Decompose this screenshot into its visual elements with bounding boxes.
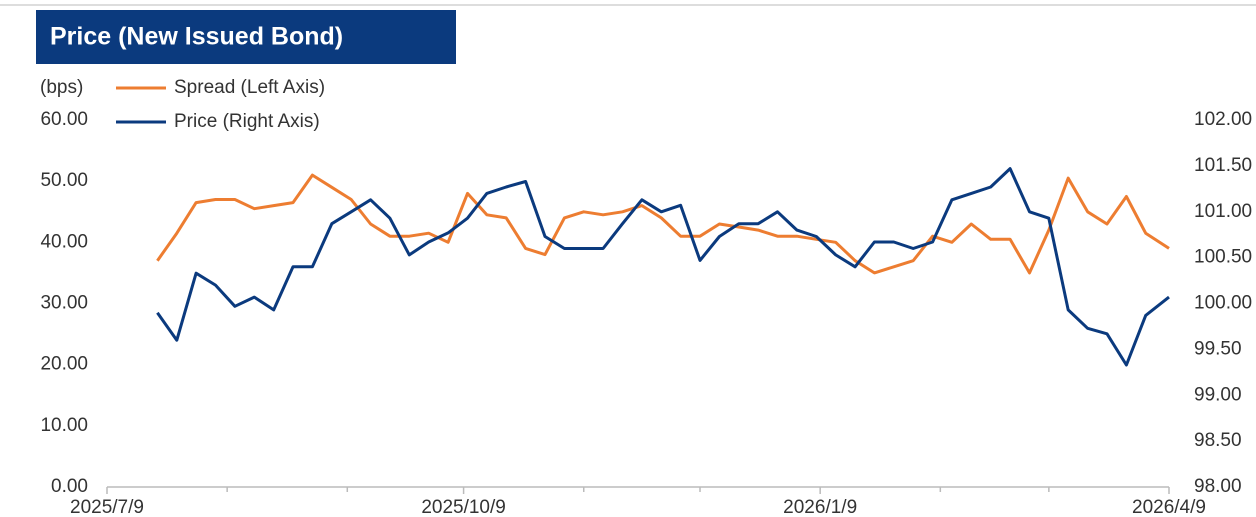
y2-tick-label: 100.00 [1194, 293, 1252, 314]
series-line [156, 173, 1170, 275]
y2-tick-label: 100.50 [1194, 247, 1252, 268]
y2-tick-label: 98.00 [1194, 476, 1242, 497]
series-line [156, 167, 1170, 367]
y-tick-label: 50.00 [40, 170, 88, 191]
x-tick-label: 2025/7/9 [70, 497, 144, 517]
y-tick-label: 60.00 [40, 109, 88, 130]
y-tick-label: 40.00 [40, 231, 88, 252]
y2-tick-label: 101.50 [1194, 155, 1252, 176]
legend-label: Spread (Left Axis) [174, 77, 325, 98]
x-tick-label: 2026/1/9 [783, 497, 857, 517]
x-tick-label: 2025/10/9 [421, 497, 506, 517]
y-tick-label: 0.00 [51, 476, 88, 497]
y2-tick-label: 99.00 [1194, 384, 1242, 405]
y-tick-label: 30.00 [40, 293, 88, 314]
y2-tick-label: 99.50 [1194, 338, 1242, 359]
x-tick-label: 2026/4/9 [1132, 497, 1206, 517]
y2-tick-label: 101.00 [1194, 201, 1252, 222]
y2-tick-label: 102.00 [1194, 109, 1252, 130]
y2-tick-label: 98.50 [1194, 430, 1242, 451]
legend-label: Price (Right Axis) [174, 111, 320, 132]
y-tick-label: 20.00 [40, 354, 88, 375]
y-axis-label: (bps) [40, 77, 83, 98]
chart-title: Price (New Issued Bond) [50, 23, 343, 51]
y-tick-label: 10.00 [40, 415, 88, 436]
title-box [36, 10, 456, 64]
